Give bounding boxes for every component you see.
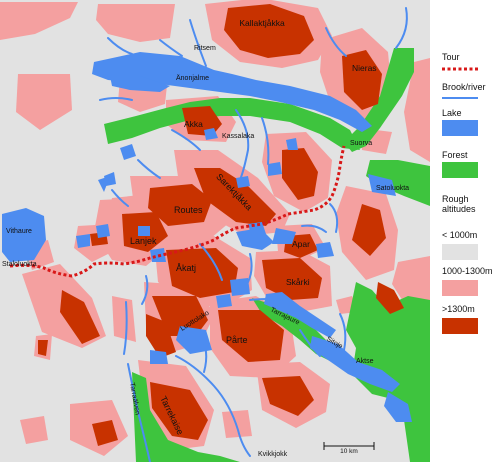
brooks-rivers	[99, 7, 408, 462]
label-aktse: Aktse	[356, 358, 374, 365]
label-staloluokta: Staloluokta	[2, 261, 37, 268]
label-skarki: Skårki	[286, 277, 310, 287]
scale-label: 10 km	[340, 448, 358, 455]
legend: Tour Brook/river Lake Forest Rough altitu…	[442, 52, 493, 334]
label-vithaure: Vithaure	[6, 228, 32, 235]
label-ananjalme: Änonjalme	[176, 74, 209, 82]
legend-forest-swatch	[442, 162, 478, 178]
label-akka: Akka	[184, 119, 203, 129]
label-nieras: Nieras	[352, 63, 377, 73]
label-akatj: Åkatj	[176, 263, 196, 273]
label-parte: Pårte	[226, 335, 248, 345]
legend-mid-swatch	[442, 280, 478, 296]
legend-tour-label: Tour	[442, 52, 460, 62]
label-kassalaka: Kassalaka	[222, 133, 254, 140]
legend-lake-label: Lake	[442, 108, 462, 118]
tour-route	[9, 145, 346, 278]
label-apar: Apar	[292, 239, 310, 249]
scale-bar: 10 km	[323, 442, 375, 455]
legend-brook-label: Brook/river	[442, 82, 486, 92]
label-kvikkjokk: Kvikkjokk	[258, 451, 288, 458]
label-satoluokta: Satoluokta	[376, 185, 409, 192]
label-routes: Routes	[174, 205, 203, 215]
legend-low-label: < 1000m	[442, 230, 477, 240]
legend-rough-heading: Rough altitudes	[442, 194, 476, 214]
legend-low-swatch	[442, 244, 478, 260]
legend-high-label: >1300m	[442, 304, 475, 314]
legend-mid-label: 1000-1300m	[442, 266, 493, 276]
legend-high-swatch	[442, 318, 478, 334]
label-ritsem: Ritsem	[194, 45, 216, 52]
label-kallaktjakka: Kallaktjåkka	[239, 18, 285, 28]
legend-lake-swatch	[442, 120, 478, 136]
label-suorva: Suorva	[350, 140, 372, 147]
legend-forest-label: Forest	[442, 150, 468, 160]
label-lanjek: Lanjek	[130, 236, 157, 246]
